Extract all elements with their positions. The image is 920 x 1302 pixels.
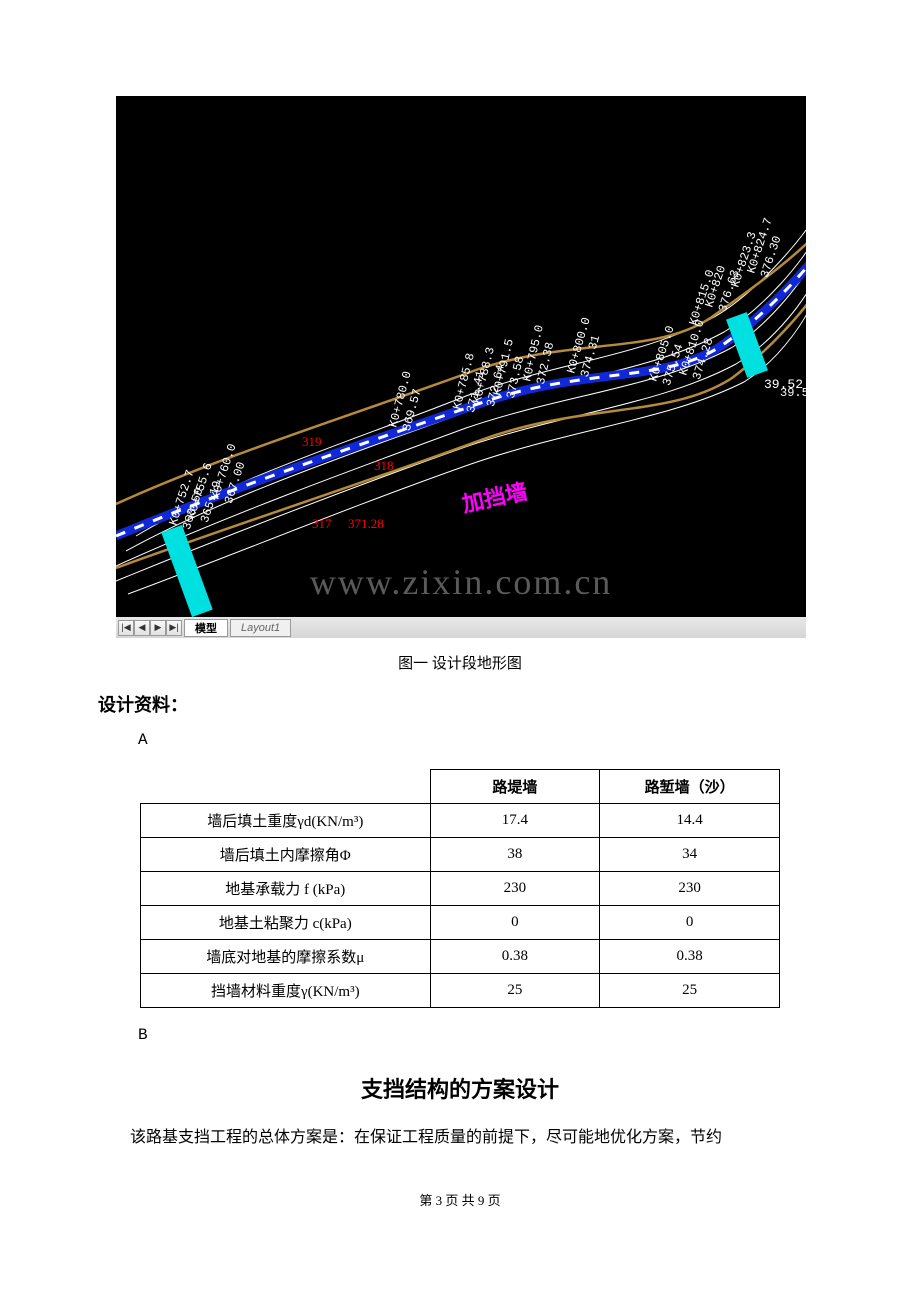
table-row: 墙后填土重度γd(KN/m³)17.414.4 bbox=[141, 804, 780, 838]
page-number: 第 3 页 共 9 页 bbox=[98, 1190, 822, 1209]
row-label: 墙底对地基的摩擦系数μ bbox=[141, 940, 431, 974]
table-row: 墙底对地基的摩擦系数μ0.380.38 bbox=[141, 940, 780, 974]
nav-next-icon[interactable]: ▶ bbox=[150, 620, 166, 636]
design-parameters-table: 路堤墙 路堑墙（沙） 墙后填土重度γd(KN/m³)17.414.4墙后填土内摩… bbox=[140, 769, 780, 1008]
cad-tab-strip: |◀ ◀ ▶ ▶| 模型 Layout1 bbox=[116, 617, 806, 638]
row-val-1: 0 bbox=[430, 906, 600, 940]
tab-layout1[interactable]: Layout1 bbox=[230, 619, 291, 637]
row-label: 墙后填土重度γd(KN/m³) bbox=[141, 804, 431, 838]
row-val-2: 34 bbox=[600, 838, 780, 872]
row-label: 挡墙材料重度γ(KN/m³) bbox=[141, 974, 431, 1008]
svg-text:319: 319 bbox=[302, 434, 322, 449]
nav-first-icon[interactable]: |◀ bbox=[118, 620, 134, 636]
design-data-heading: 设计资料： bbox=[98, 691, 822, 717]
row-val-2: 25 bbox=[600, 974, 780, 1008]
row-val-2: 14.4 bbox=[600, 804, 780, 838]
row-val-1: 230 bbox=[430, 872, 600, 906]
table-row: 墙后填土内摩擦角Φ3834 bbox=[141, 838, 780, 872]
row-label: 地基承载力 f (kPa) bbox=[141, 872, 431, 906]
table-row: 地基承载力 f (kPa)230230 bbox=[141, 872, 780, 906]
row-val-2: 0.38 bbox=[600, 940, 780, 974]
nav-last-icon[interactable]: ▶| bbox=[166, 620, 182, 636]
table-blank-header bbox=[141, 770, 431, 804]
svg-text:39.52: 39.52 bbox=[764, 377, 803, 392]
row-val-1: 38 bbox=[430, 838, 600, 872]
row-val-2: 0 bbox=[600, 906, 780, 940]
col-header-embankment: 路堤墙 bbox=[430, 770, 600, 804]
table-row: 地基土粘聚力 c(kPa)00 bbox=[141, 906, 780, 940]
col-header-cut: 路堑墙（沙） bbox=[600, 770, 780, 804]
cad-drawing-area: K0+752.7363.50K0+755.6365.19K0+760.0367.… bbox=[116, 96, 806, 617]
nav-prev-icon[interactable]: ◀ bbox=[134, 620, 150, 636]
tab-model[interactable]: 模型 bbox=[184, 619, 228, 637]
subsection-b: B bbox=[138, 1026, 822, 1044]
cad-figure: K0+752.7363.50K0+755.6365.19K0+760.0367.… bbox=[116, 96, 806, 638]
svg-text:317: 317 bbox=[312, 516, 332, 531]
row-val-1: 0.38 bbox=[430, 940, 600, 974]
row-val-2: 230 bbox=[600, 872, 780, 906]
scheme-design-heading: 支挡结构的方案设计 bbox=[98, 1072, 822, 1104]
row-label: 墙后填土内摩擦角Φ bbox=[141, 838, 431, 872]
row-val-1: 25 bbox=[430, 974, 600, 1008]
annotation-label: 加挡墙 bbox=[459, 479, 530, 517]
svg-text:318: 318 bbox=[374, 458, 394, 473]
table-row: 挡墙材料重度γ(KN/m³)2525 bbox=[141, 974, 780, 1008]
row-val-1: 17.4 bbox=[430, 804, 600, 838]
svg-text:371.28: 371.28 bbox=[348, 516, 384, 531]
subsection-a: A bbox=[138, 731, 822, 749]
watermark-text: www.zixin.com.cn bbox=[310, 561, 613, 603]
body-paragraph: 该路基支挡工程的总体方案是：在保证工程质量的前提下，尽可能地优化方案，节约 bbox=[98, 1122, 822, 1154]
figure-caption: 图一 设计段地形图 bbox=[98, 652, 822, 673]
row-label: 地基土粘聚力 c(kPa) bbox=[141, 906, 431, 940]
